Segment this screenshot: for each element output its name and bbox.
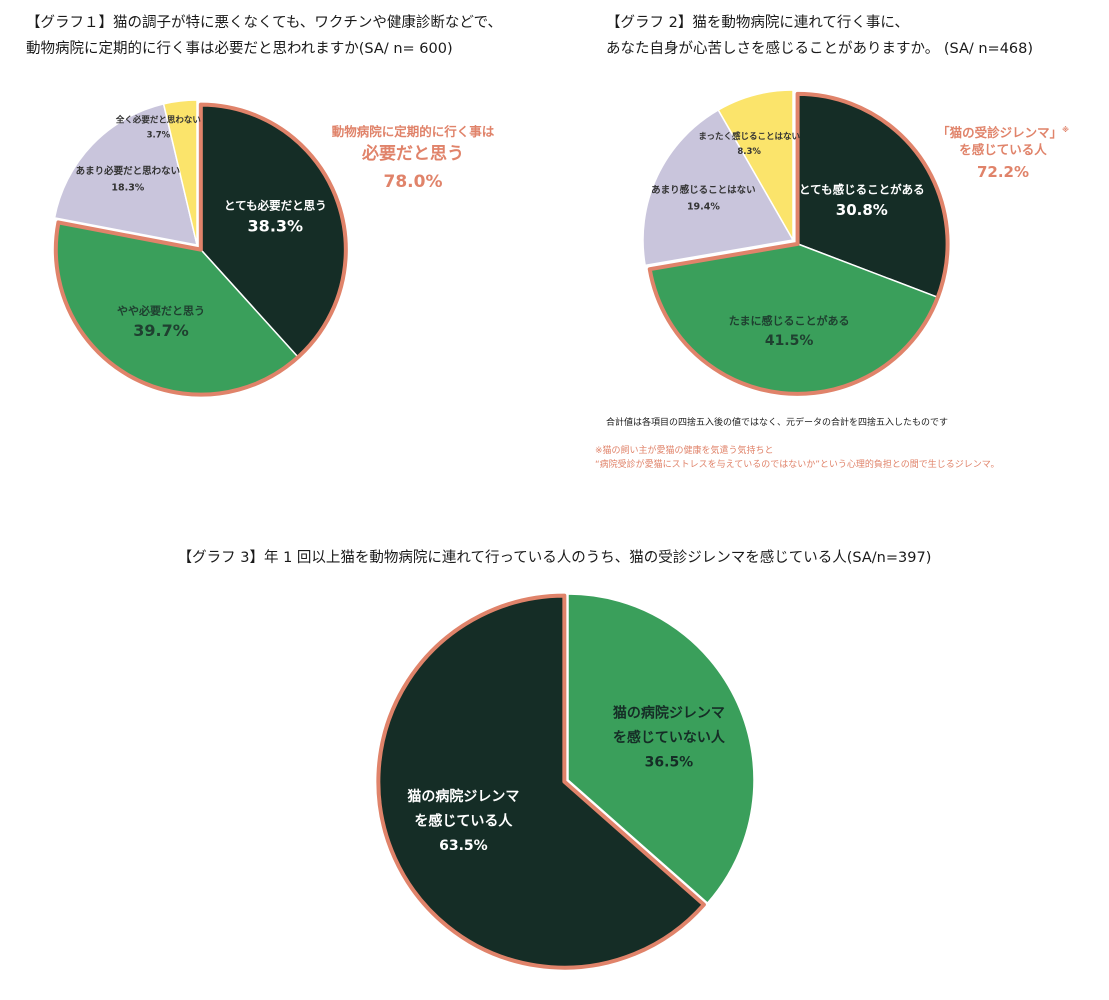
pie1-value-label-0: 38.3% [248,216,304,235]
pie3-category-label-0-0: 猫の病院ジレンマ [613,705,725,722]
pie3-slice-0 [567,593,755,905]
pie2-category-label-3: まったく感じることはない [698,131,800,142]
chart2-title-line2: あなた自身が心苦しさを感じることがありますか。 (SA/ n=468) [606,41,1034,57]
chart2-sum-note: 合計値は各項目の四捨五入後の値ではなく、元データの合計を四捨五入したものです [606,418,949,428]
pie1-value-label-3: 3.7% [147,130,171,140]
chart2-footnote-line1: ※猫の飼い主が愛猫の健康を気遣う気持ちと [595,446,774,456]
pie2-value-label-3: 8.3% [737,147,761,157]
pie2-category-label-1: たまに感じることがある [729,314,850,328]
pie2-category-label-2: あまり感じることはない [651,184,756,196]
chart2-callout-mark: ※ [1062,126,1069,134]
chart2-title: 【グラフ 2】猫を動物病院に連れて行く事に、 あなた自身が心苦しさを感じることが… [606,10,1033,62]
chart1-callout: 動物病院に定期的に行く事は 必要だと思う 78.0% [318,123,508,197]
pie3-category-label-1-0: 猫の病院ジレンマ [407,788,519,805]
chart3-title-line1: 【グラフ 3】年 1 回以上猫を動物病院に連れて行っている人のうち、猫の受診ジレ… [177,550,932,566]
chart1-callout-line1: 動物病院に定期的に行く事は [331,124,495,139]
pie3-value-label-1: 63.5% [439,838,488,854]
pie3-value-label-0: 36.5% [645,755,694,771]
chart2-callout: 「猫の受診ジレンマ」※ を感じている人 72.2% [928,122,1078,185]
pie3-category-label-0-1: を感じていない人 [613,729,726,746]
chart1-title: 【グラフ１】猫の調子が特に悪くなくても、ワクチンや健康診断などで、 動物病院に定… [26,10,502,62]
chart1-callout-line2: 必要だと思う [362,144,464,164]
pie1-category-label-0: とても必要だと思う [224,198,327,212]
pie2-highlight-outline [647,91,950,396]
pie3-category-label-1-1: を感じている人 [414,812,513,829]
pie2-value-label-2: 19.4% [687,201,720,212]
chart2-footnote-line2: “病院受診が愛猫にストレスを与えているのではないか”という心理的負担との間で生じ… [595,460,1000,470]
chart1-callout-pct: 78.0% [383,172,443,192]
chart3-title: 【グラフ 3】年 1 回以上猫を動物病院に連れて行っている人のうち、猫の受診ジレ… [0,545,1109,571]
pie2-slice-3 [717,89,794,243]
pie1-category-label-2: あまり必要だと思わない [76,165,181,177]
chart2-callout-pct: 72.2% [976,163,1030,182]
pie2-category-label-0: とても感じることがある [799,183,925,197]
pie1-slice-2 [53,102,198,246]
chart2-callout-line2: を感じている人 [959,142,1047,158]
pie1-slice-3 [162,99,198,246]
pie2-value-label-0: 30.8% [836,201,888,219]
pie1-category-label-3: 全く必要だと思わない [115,115,201,126]
chart2-callout-line1-text: 「猫の受診ジレンマ」 [937,125,1063,141]
chart1-title-line1: 【グラフ１】猫の調子が特に悪くなくても、ワクチンや健康診断などで、 [26,15,503,31]
pie1-category-label-1: やや必要だと思う [117,304,205,318]
pie2-value-label-1: 41.5% [765,333,814,349]
pie2-slice-2 [642,108,795,267]
pie1-highlight-outline [53,102,348,397]
chart2-callout-line1: 「猫の受診ジレンマ」※ [928,122,1078,141]
pie3-highlight-outline [376,593,706,970]
pie1-value-label-2: 18.3% [111,182,144,193]
chart2-title-line1: 【グラフ 2】猫を動物病院に連れて行く事に、 [606,15,909,31]
pie1-value-label-1: 39.7% [133,321,189,340]
chart2-footnote: ※猫の飼い主が愛猫の健康を気遣う気持ちと “病院受診が愛猫にストレスを与えている… [595,444,1000,472]
chart1-title-line2: 動物病院に定期的に行く事は必要だと思われますか(SA/ n= 600) [26,41,453,57]
